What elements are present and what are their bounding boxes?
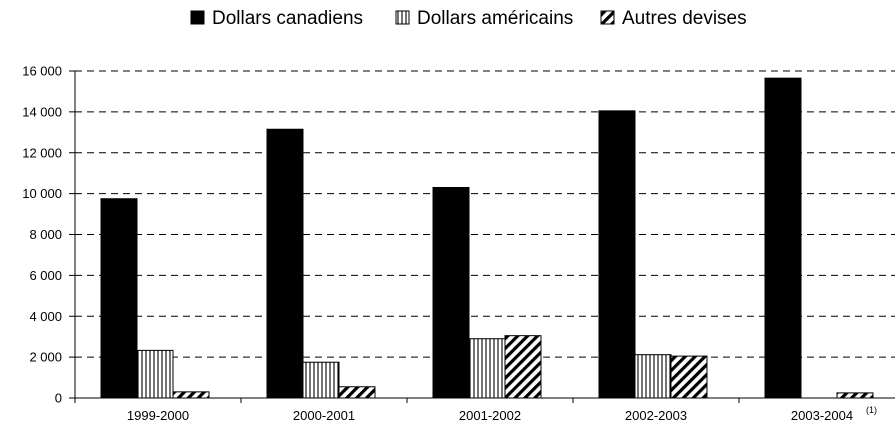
legend-label-1: Dollars canadiens [212, 8, 363, 29]
y-tick-label: 2 000 [29, 350, 62, 365]
x-tick-label: 2000-2001 [293, 408, 355, 423]
bar-1-1999-2000 [100, 198, 138, 399]
y-tick-label: 8 000 [29, 227, 62, 242]
y-tick-label: 0 [55, 391, 62, 406]
x-tick-label: 2002-2003 [625, 408, 687, 423]
y-tick-label: 12 000 [22, 145, 62, 160]
bar-1-2003-2004 [764, 77, 802, 399]
legend-swatch-3 [600, 10, 615, 25]
bar-2-2001-2002 [468, 338, 506, 399]
y-tick-label: 14 000 [22, 104, 62, 119]
y-axis: 0 2 000 4 000 6 000 8 000 10 000 12 000 14 000 1… [22, 64, 76, 406]
bar-1-2000-2001 [266, 128, 304, 399]
x-tick-label: 1999-2000 [127, 408, 189, 423]
bar-1-2002-2003 [598, 110, 636, 399]
bar-3-1999-2000 [172, 391, 210, 399]
legend: Dollars canadiens Dollars américains Autre… [190, 8, 747, 29]
bar-2-2002-2003 [634, 354, 672, 399]
y-tick-label: 16 000 [22, 64, 62, 79]
legend-label-3: Autres devises [622, 8, 747, 29]
footnote-marker: (1) [866, 405, 877, 415]
y-tick-label: 6 000 [29, 268, 62, 283]
bar-1-2001-2002 [432, 186, 470, 399]
x-tick-label: 2001-2002 [459, 408, 521, 423]
bar-3-2002-2003 [670, 355, 708, 399]
bar-3-2000-2001 [338, 386, 376, 399]
legend-swatch-2 [395, 10, 410, 25]
bar-3-2001-2002 [504, 335, 542, 399]
x-axis: 1999-2000 2000-2001 2001-2002 2002-2003 2003… [74, 397, 895, 423]
y-tick-label: 10 000 [22, 186, 62, 201]
legend-swatch-1 [190, 10, 205, 25]
bar-2-1999-2000 [136, 349, 174, 399]
gridlines [75, 70, 895, 358]
bars [100, 77, 874, 399]
y-tick-label: 4 000 [29, 309, 62, 324]
legend-label-2: Dollars américains [417, 8, 573, 29]
bar-3-2003-2004 [836, 392, 874, 399]
x-tick-label: 2003-2004 [791, 408, 853, 423]
bar-2-2000-2001 [302, 361, 340, 399]
